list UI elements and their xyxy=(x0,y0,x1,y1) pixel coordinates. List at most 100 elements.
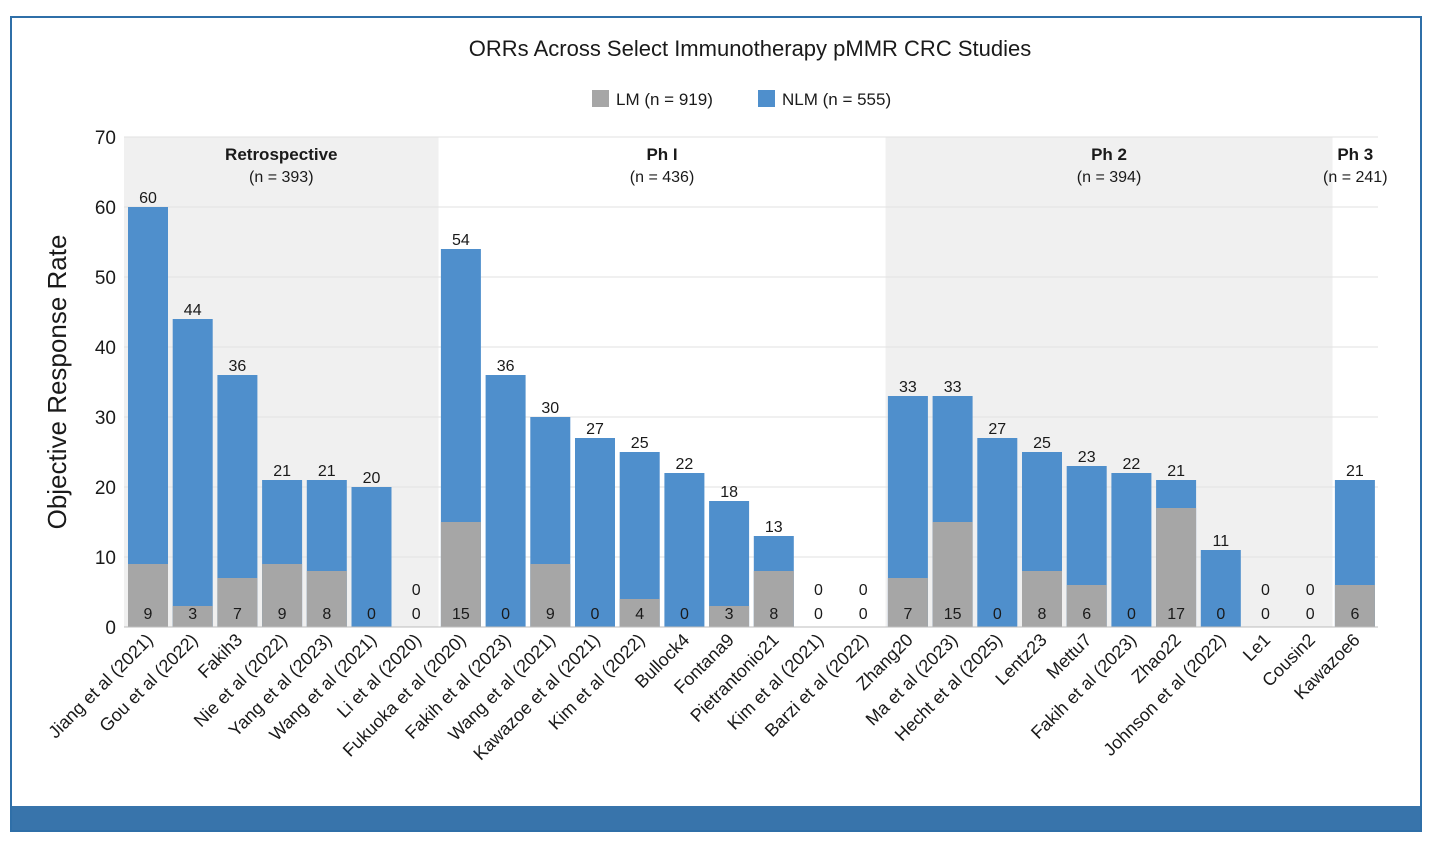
data-label-nlm: 25 xyxy=(631,435,649,452)
bar-nlm xyxy=(1111,473,1152,627)
bar-lm xyxy=(1022,571,1062,627)
y-tick-label: 40 xyxy=(95,338,116,359)
data-label-nlm: 0 xyxy=(1306,582,1315,599)
chart-title: ORRs Across Select Immunotherapy pMMR CR… xyxy=(469,36,1031,61)
phase-n-label: (n = 393) xyxy=(249,169,313,186)
data-label-lm: 4 xyxy=(635,606,644,623)
bar-nlm xyxy=(351,487,392,627)
data-label-nlm: 0 xyxy=(1261,582,1270,599)
data-label-lm: 8 xyxy=(769,606,778,623)
data-label-nlm: 21 xyxy=(273,463,291,480)
data-label-lm: 9 xyxy=(278,606,287,623)
phase-label: Ph 2 xyxy=(1091,145,1127,164)
bar-lm xyxy=(753,571,794,627)
bar-lm xyxy=(306,571,347,627)
data-label-nlm: 36 xyxy=(497,358,515,375)
data-label-lm: 0 xyxy=(993,606,1002,623)
bar-lm xyxy=(262,564,303,627)
data-label-nlm: 36 xyxy=(229,358,247,375)
data-label-lm: 0 xyxy=(367,606,376,623)
data-label-nlm: 0 xyxy=(412,582,421,599)
data-label-lm: 7 xyxy=(233,606,242,623)
data-label-nlm: 33 xyxy=(899,379,917,396)
x-tick-label: Le1 xyxy=(1239,630,1274,665)
data-label-lm: 15 xyxy=(944,606,962,623)
data-labels: 6094433672192182000054153603092702542201… xyxy=(139,190,1364,623)
data-label-nlm: 25 xyxy=(1033,435,1051,452)
bar-lm xyxy=(172,606,213,627)
data-label-lm: 8 xyxy=(322,606,331,623)
phase-label: Retrospective xyxy=(225,145,337,164)
data-label-lm: 8 xyxy=(1038,606,1047,623)
bar-lm xyxy=(619,599,660,627)
legend-label-nlm: NLM (n = 555) xyxy=(782,90,891,109)
data-label-lm: 0 xyxy=(501,606,510,623)
bar-lm xyxy=(1334,585,1375,627)
data-label-nlm: 33 xyxy=(944,379,962,396)
phase-labels: Retrospective (n = 393) Ph I (n = 436) Ph 2 (… xyxy=(225,145,1387,186)
bar-lm xyxy=(887,578,928,627)
y-tick-label: 50 xyxy=(95,268,116,289)
bar-lm xyxy=(709,606,750,627)
y-tick-label: 70 xyxy=(95,128,116,149)
y-tick-label: 10 xyxy=(95,548,116,569)
bar-lm xyxy=(932,522,973,627)
data-label-nlm: 60 xyxy=(139,190,157,207)
data-label-nlm: 22 xyxy=(1123,456,1141,473)
data-label-lm: 0 xyxy=(1261,606,1270,623)
y-tick-label: 20 xyxy=(95,478,116,499)
phase-n-label: (n = 241) xyxy=(1323,169,1387,186)
bar-nlm xyxy=(575,438,615,627)
data-label-lm: 0 xyxy=(1216,606,1225,623)
data-label-nlm: 30 xyxy=(541,400,559,417)
bar-lm xyxy=(1156,508,1197,627)
bar-nlm xyxy=(172,319,213,627)
data-label-lm: 0 xyxy=(814,606,823,623)
data-label-lm: 0 xyxy=(859,606,868,623)
phase-label: Ph 3 xyxy=(1337,145,1373,164)
bar-lm xyxy=(217,578,258,627)
bar-nlm xyxy=(977,438,1018,627)
y-axis-label: Objective Response Rate xyxy=(42,235,72,530)
data-label-lm: 0 xyxy=(680,606,689,623)
y-tick-label: 0 xyxy=(105,618,116,639)
data-label-nlm: 0 xyxy=(814,582,823,599)
data-label-lm: 9 xyxy=(546,606,555,623)
data-label-lm: 0 xyxy=(1306,606,1315,623)
data-label-nlm: 27 xyxy=(988,421,1006,438)
bar-nlm xyxy=(619,452,660,627)
y-tick-label: 60 xyxy=(95,198,116,219)
bar-nlm xyxy=(128,207,168,627)
footer-bar xyxy=(12,806,1420,830)
data-label-nlm: 22 xyxy=(676,456,694,473)
legend: LM (n = 919) NLM (n = 555) xyxy=(592,90,891,109)
data-label-lm: 0 xyxy=(412,606,421,623)
bars xyxy=(128,207,1375,627)
data-label-nlm: 0 xyxy=(859,582,868,599)
data-label-nlm: 18 xyxy=(720,484,738,501)
data-label-lm: 0 xyxy=(591,606,600,623)
data-label-nlm: 21 xyxy=(318,463,336,480)
data-label-nlm: 27 xyxy=(586,421,604,438)
data-label-lm: 17 xyxy=(1167,606,1185,623)
phase-n-label: (n = 436) xyxy=(630,169,694,186)
y-tick-label: 30 xyxy=(95,408,116,429)
bar-lm xyxy=(530,564,571,627)
data-label-lm: 3 xyxy=(725,606,734,623)
bar-nlm xyxy=(485,375,526,627)
data-label-lm: 0 xyxy=(1127,606,1136,623)
data-label-nlm: 54 xyxy=(452,232,470,249)
phase-label: Ph I xyxy=(646,145,677,164)
data-label-nlm: 20 xyxy=(363,470,381,487)
data-label-nlm: 13 xyxy=(765,519,783,536)
data-label-lm: 6 xyxy=(1082,606,1091,623)
data-label-nlm: 11 xyxy=(1212,533,1229,550)
legend-swatch-lm xyxy=(592,90,609,107)
data-label-lm: 3 xyxy=(188,606,197,623)
legend-swatch-nlm xyxy=(758,90,775,107)
bar-nlm xyxy=(664,473,705,627)
data-label-lm: 7 xyxy=(903,606,912,623)
data-label-nlm: 21 xyxy=(1346,463,1364,480)
bar-lm xyxy=(1066,585,1107,627)
